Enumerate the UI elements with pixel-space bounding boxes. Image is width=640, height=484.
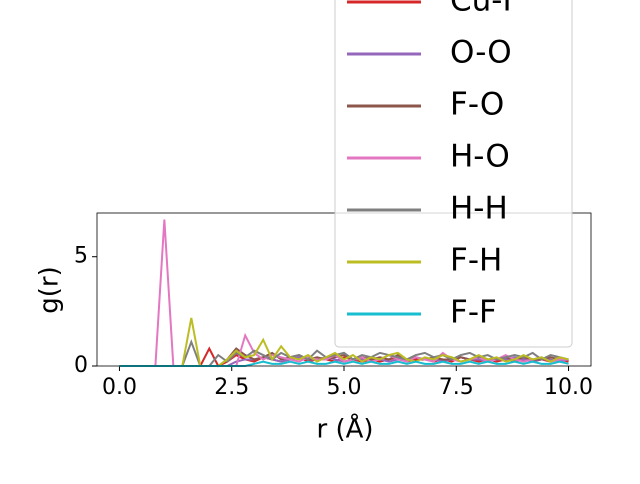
x-tick-label: 7.5 (439, 375, 474, 400)
x-tick-label: 5.0 (327, 375, 362, 400)
x-tick-label: 0.0 (102, 375, 137, 400)
x-axis-label: r (Å) (316, 413, 373, 445)
x-tick-label: 2.5 (214, 375, 249, 400)
legend-box (334, 0, 573, 348)
legend-label: O-O (450, 35, 512, 71)
legend-label: F-O (450, 87, 504, 123)
legend-label: H-O (450, 139, 510, 175)
legend-label: H-H (450, 191, 508, 227)
y-axis-label: g(r) (35, 266, 65, 313)
y-tick-label: 0 (74, 353, 88, 378)
legend-label: F-H (450, 243, 502, 279)
y-tick-label: 5 (74, 244, 88, 269)
data-line (119, 317, 569, 367)
legend-label: Cu-F (450, 0, 520, 19)
legend-label: F-F (450, 295, 497, 331)
x-tick-label: 10.0 (544, 375, 593, 400)
